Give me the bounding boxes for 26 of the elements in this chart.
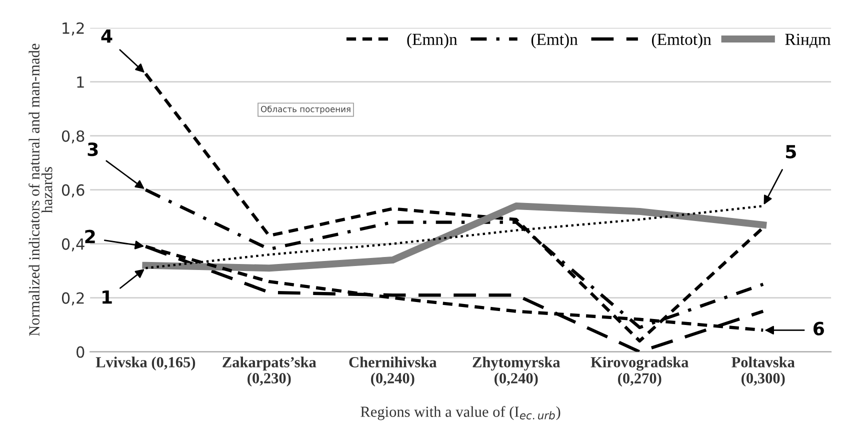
y-tick-label: 1 — [77, 76, 84, 88]
annotation: Область построения — [260, 106, 350, 114]
x-tick-label: Zhytomyrska (0,240) — [472, 356, 560, 387]
annotation: 5 — [786, 145, 796, 158]
annotation: 1 — [102, 290, 112, 304]
legend-label: (Emt)n — [531, 33, 578, 48]
y-tick-label: 0,4 — [62, 238, 84, 252]
y-tick-label: 1,2 — [62, 22, 84, 36]
x-tick-label: Lvivska (0,165) — [96, 356, 196, 370]
x-tick-label: Poltavska (0,300) — [732, 356, 795, 386]
y-axis-title: Normalized indicators of natural and man-made hazards — [28, 44, 52, 336]
x-axis-title: Regions with a value of (I$_{ec.urb}$) — [360, 406, 560, 420]
y-tick-label: 0,8 — [62, 130, 84, 144]
x-tick-label: Zakarpats’ska (0,230) — [222, 356, 316, 386]
x-tick-label: Kirovogradska (0,270) — [590, 356, 689, 387]
y-tick-label: 0,6 — [62, 184, 84, 198]
annotation: 4 — [101, 29, 112, 43]
y-tick-label: 0,2 — [62, 292, 84, 306]
annotation: 3 — [88, 142, 98, 156]
legend-label: (Emtot)n — [652, 33, 712, 48]
legend-label: (Emn)n — [407, 33, 458, 48]
annotation: 2 — [85, 230, 95, 244]
y-tick-label: 0 — [76, 346, 84, 358]
x-tick-label: Chernihivska (0,240) — [349, 356, 437, 386]
legend-label: Rіндm — [785, 34, 831, 48]
annotation: 6 — [814, 322, 824, 336]
